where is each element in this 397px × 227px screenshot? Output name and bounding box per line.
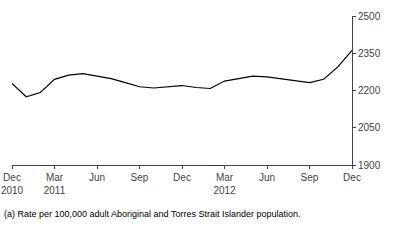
svg-text:Dec2010: Dec2010 (1, 172, 24, 196)
svg-text:Dec: Dec (173, 172, 191, 183)
svg-text:Jun: Jun (89, 172, 105, 183)
svg-text:2500: 2500 (358, 11, 381, 22)
svg-text:Sep: Sep (301, 172, 319, 183)
svg-text:(a) Rate per 100,000 adult Abo: (a) Rate per 100,000 adult Aboriginal an… (4, 209, 301, 219)
svg-text:Sep: Sep (131, 172, 149, 183)
svg-text:2200: 2200 (358, 85, 381, 96)
svg-text:Mar2011: Mar2011 (44, 172, 66, 196)
svg-text:Dec: Dec (343, 172, 361, 183)
svg-text:Jun: Jun (259, 172, 275, 183)
svg-text:2350: 2350 (358, 48, 381, 59)
svg-text:1900: 1900 (358, 160, 381, 171)
svg-text:2050: 2050 (358, 122, 381, 133)
svg-text:Mar2012: Mar2012 (213, 172, 236, 196)
